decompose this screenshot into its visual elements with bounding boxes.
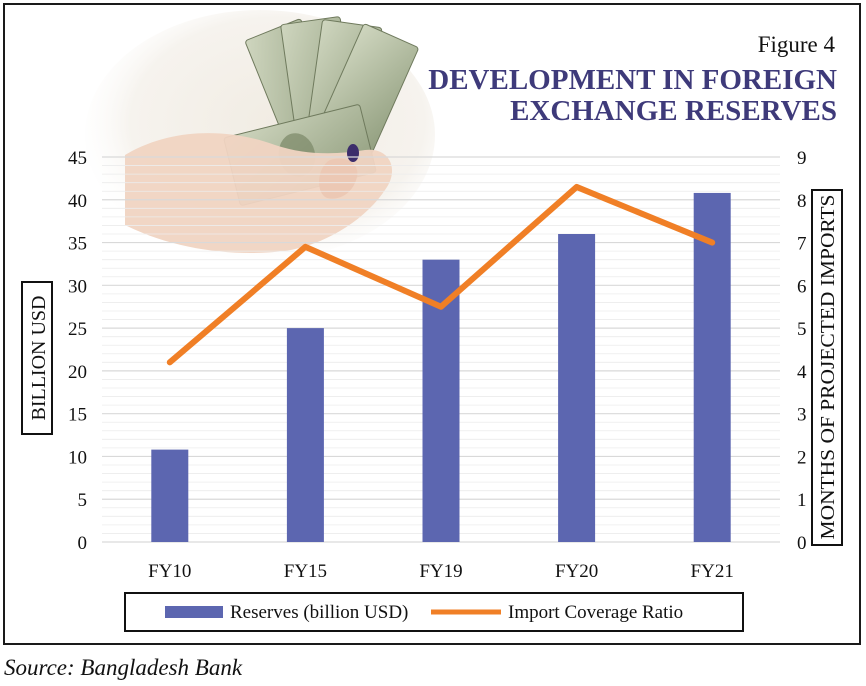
y2-tick-label: 4: [797, 362, 807, 383]
legend-swatch-reserves: [165, 606, 223, 618]
x-tick-label: FY15: [284, 561, 327, 582]
y2-tick-label: 1: [797, 490, 807, 511]
y-tick-label: 45: [68, 148, 87, 169]
y2-tick-label: 5: [797, 319, 807, 340]
y2-tick-label: 9: [797, 148, 807, 169]
chart: Figure 4 DEVELOPMENT IN FOREIGN EXCHANGE…: [21, 10, 843, 632]
x-tick-label: FY10: [148, 561, 191, 582]
y-tick-label: 40: [68, 191, 87, 212]
y2-tick-label: 8: [797, 191, 807, 212]
y-tick-label: 10: [68, 447, 87, 468]
legend-label-import-coverage: Import Coverage Ratio: [508, 602, 683, 623]
money-photo: [85, 10, 435, 260]
chart-frame: Figure 4 DEVELOPMENT IN FOREIGN EXCHANGE…: [3, 3, 861, 645]
y2-axis-title: MONTHS OF PROJECTED IMPORTS: [817, 194, 839, 539]
point-import-coverage-fy19: [440, 306, 442, 308]
x-tick-label: FY19: [419, 561, 462, 582]
y-tick-label: 5: [78, 490, 88, 511]
bar-series: [151, 192, 731, 542]
y-tick-label: 30: [68, 276, 87, 297]
y2-axis-title-box: MONTHS OF PROJECTED IMPORTS: [811, 189, 843, 546]
y2-tick-label: 7: [797, 234, 807, 255]
y2-tick-label: 3: [797, 405, 807, 426]
figure-label: Figure 4: [758, 32, 836, 57]
bar-reserves-fy10: [151, 449, 189, 542]
bar-reserves-fy20: [558, 234, 596, 542]
y-tick-label: 15: [68, 405, 87, 426]
point-import-coverage-fy10: [169, 361, 171, 363]
legend-label-reserves: Reserves (billion USD): [230, 602, 408, 623]
source-note: Source: Bangladesh Bank: [4, 655, 243, 680]
x-tick-label: FY20: [555, 561, 598, 582]
y-axis-title-box: BILLION USD: [21, 281, 53, 435]
line-series: [166, 183, 716, 366]
point-import-coverage-fy15: [304, 246, 306, 248]
bar-reserves-fy15: [286, 328, 324, 542]
y2-tick-label: 6: [797, 276, 807, 297]
y-tick-label: 25: [68, 319, 87, 340]
y-axis-title: BILLION USD: [28, 296, 50, 421]
y-tick-label: 20: [68, 362, 87, 383]
chart-title-line-2: EXCHANGE RESERVES: [510, 95, 837, 127]
y2-tick-label: 2: [797, 447, 807, 468]
point-import-coverage-fy21: [711, 242, 713, 244]
legend: Reserves (billion USD) Import Coverage R…: [124, 592, 744, 632]
bar-reserves-fy21: [693, 192, 731, 542]
y2-tick-label: 0: [797, 533, 807, 554]
x-tick-label: FY21: [691, 561, 734, 582]
chart-title-line-1: DEVELOPMENT IN FOREIGN: [428, 64, 837, 96]
y-tick-label: 35: [68, 234, 87, 255]
point-import-coverage-fy20: [576, 186, 578, 188]
y-tick-label: 0: [78, 533, 88, 554]
